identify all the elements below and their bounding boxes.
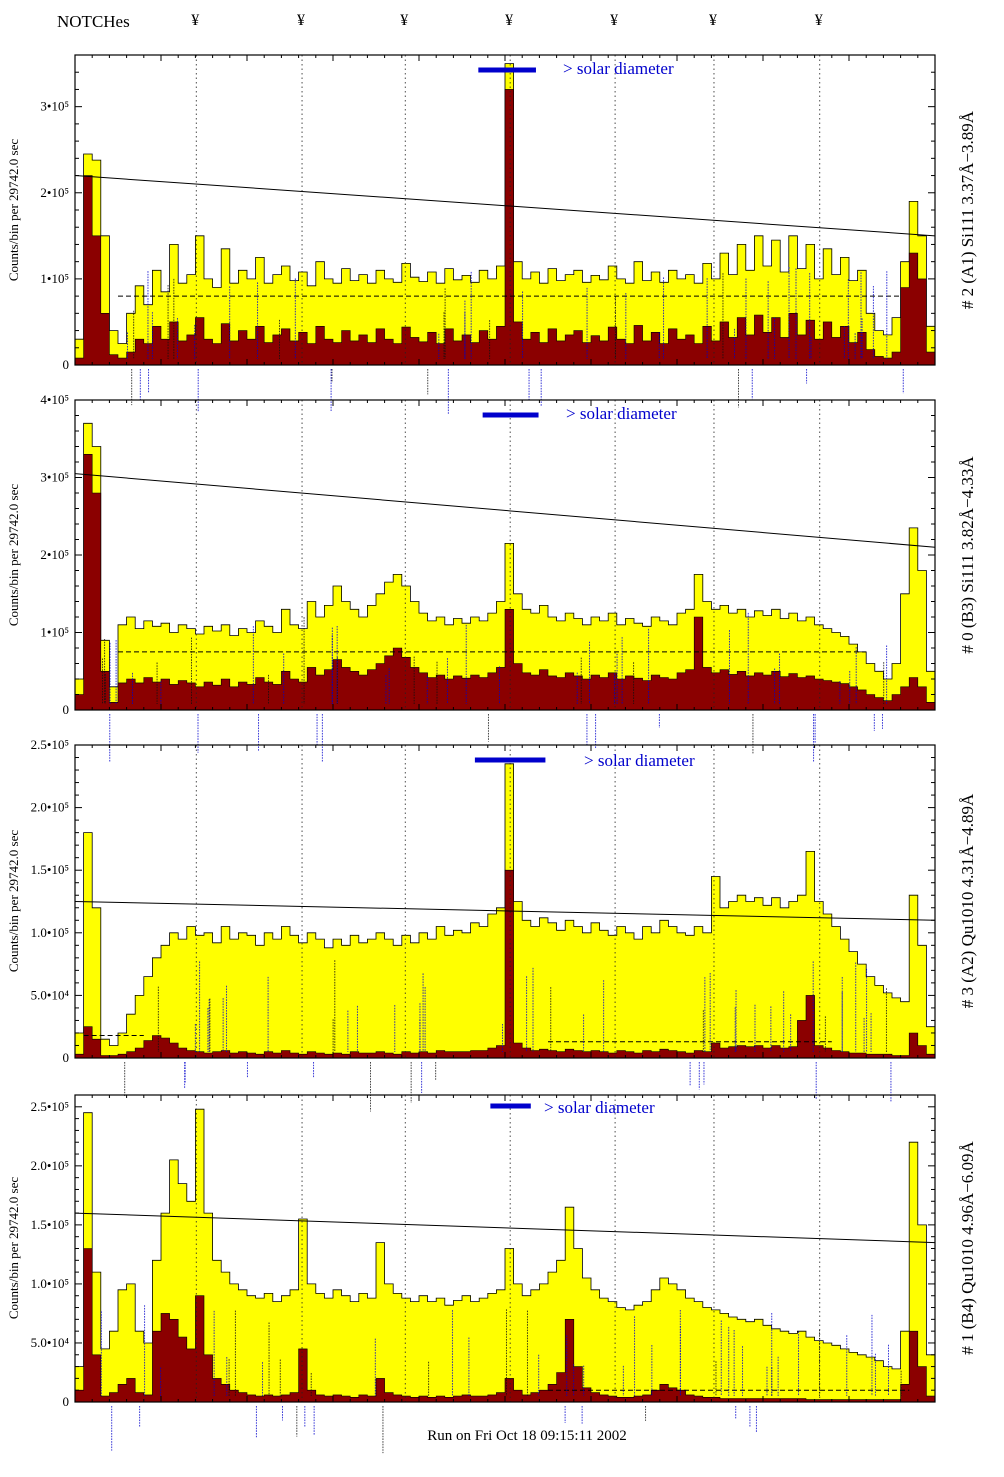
solar-diameter-annotation-panel4: > solar diameter <box>544 1098 655 1117</box>
run-timestamp: Run on Fri Oct 18 09:15:11 2002 <box>427 1428 627 1444</box>
panel3-channel-label: # 3 (A2) Qu1010 4.31Å−4.89Å <box>958 793 977 1009</box>
svg-text:5.0•10⁴: 5.0•10⁴ <box>31 987 70 1002</box>
svg-text:1.0•10⁵: 1.0•10⁵ <box>31 1276 69 1291</box>
svg-text:0: 0 <box>63 1394 70 1409</box>
svg-text:3•10⁵: 3•10⁵ <box>40 99 69 114</box>
svg-text:2.5•10⁵: 2.5•10⁵ <box>31 737 69 752</box>
svg-text:0: 0 <box>63 1050 70 1065</box>
notch-symbol: ¥ <box>297 12 306 29</box>
notch-symbol: ¥ <box>505 12 514 29</box>
svg-text:2.0•10⁵: 2.0•10⁵ <box>31 1158 69 1173</box>
svg-text:2•10⁵: 2•10⁵ <box>40 185 69 200</box>
svg-text:2.5•10⁵: 2.5•10⁵ <box>31 1099 69 1114</box>
notch-symbol: ¥ <box>400 12 409 29</box>
svg-text:2.0•10⁵: 2.0•10⁵ <box>31 800 69 815</box>
solar-diameter-annotation-panel1: > solar diameter <box>563 59 674 78</box>
panel4-channel-label: # 1 (B4) Qu1010 4.96Å−6.09Å <box>958 1141 977 1355</box>
solar-diameter-annotation-panel2: > solar diameter <box>566 404 677 423</box>
svg-text:1.0•10⁵: 1.0•10⁵ <box>31 925 69 940</box>
svg-text:1•10⁵: 1•10⁵ <box>40 271 69 286</box>
panel1-channel-label: # 2 (A1) Si111 3.37Å−3.89Å <box>958 110 977 310</box>
svg-text:4•10⁵: 4•10⁵ <box>40 392 69 407</box>
panel2-channel-label: # 0 (B3) Si111 3.82Å−4.33Å <box>958 456 977 654</box>
svg-text:1.5•10⁵: 1.5•10⁵ <box>31 862 69 877</box>
svg-text:0: 0 <box>63 357 70 372</box>
svg-text:2•10⁵: 2•10⁵ <box>40 547 69 562</box>
svg-text:0: 0 <box>63 702 70 717</box>
svg-text:1•10⁵: 1•10⁵ <box>40 625 69 640</box>
svg-text:1.5•10⁵: 1.5•10⁵ <box>31 1217 69 1232</box>
notch-symbol: ¥ <box>191 12 200 29</box>
y-axis-label-panel1: Counts/bin per 29742.0 sec <box>6 138 21 282</box>
y-axis-label-panel4: Counts/bin per 29742.0 sec <box>6 1176 21 1320</box>
notch-symbol: ¥ <box>610 12 619 29</box>
notch-symbol: ¥ <box>708 12 717 29</box>
notches-label: NOTCHes <box>57 12 130 31</box>
y-axis-label-panel3: Counts/bin per 29742.0 sec <box>6 829 21 973</box>
solar-diameter-annotation-panel3: > solar diameter <box>584 751 695 770</box>
svg-text:5.0•10⁴: 5.0•10⁴ <box>31 1335 70 1350</box>
notch-symbol: ¥ <box>814 12 823 29</box>
svg-text:3•10⁵: 3•10⁵ <box>40 470 69 485</box>
y-axis-label-panel2: Counts/bin per 29742.0 sec <box>6 483 21 627</box>
